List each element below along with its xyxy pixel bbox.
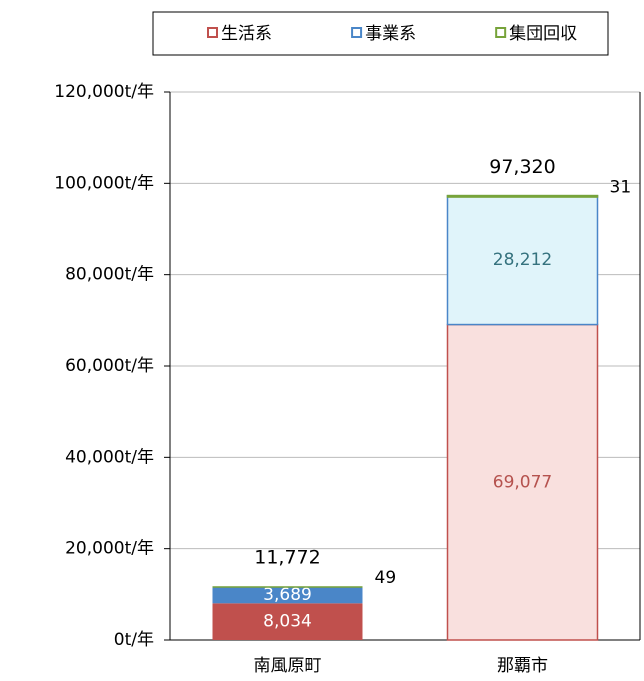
legend-marker: [351, 27, 363, 38]
legend-box: [152, 11, 609, 56]
data-label: 49: [375, 568, 397, 588]
legend-marker: [495, 27, 507, 38]
bar-segment: [446, 194, 599, 198]
legend-label: 事業系: [365, 24, 416, 44]
legend-label: 生活系: [221, 24, 272, 44]
data-label: 31: [610, 178, 632, 198]
x-tick-label: 南風原町: [254, 656, 322, 676]
total-label: 97,320: [489, 156, 555, 178]
y-tick-label: 20,000t/年: [65, 539, 154, 559]
data-label: 8,034: [263, 612, 312, 632]
legend-marker: [207, 27, 218, 38]
data-label: 3,689: [263, 585, 312, 605]
y-tick-label: 80,000t/年: [65, 265, 154, 285]
bar-segment: [446, 323, 599, 641]
bar-segment: [212, 586, 363, 604]
y-tick-label: 100,000t/年: [54, 173, 154, 193]
x-tick-label: 那覇市: [497, 656, 548, 676]
bar-segment: [446, 194, 599, 326]
bar-segment: [212, 586, 363, 588]
y-tick-label: 40,000t/年: [65, 447, 154, 467]
bar-segment: [212, 603, 363, 640]
y-tick-label: 60,000t/年: [65, 356, 154, 376]
legend-label: 集団回収: [509, 24, 577, 44]
y-tick-label: 120,000t/年: [54, 82, 154, 102]
y-tick-label: 0t/年: [114, 630, 154, 650]
total-label: 11,772: [254, 547, 320, 569]
data-label: 28,212: [493, 250, 552, 270]
data-label: 69,077: [493, 472, 552, 492]
